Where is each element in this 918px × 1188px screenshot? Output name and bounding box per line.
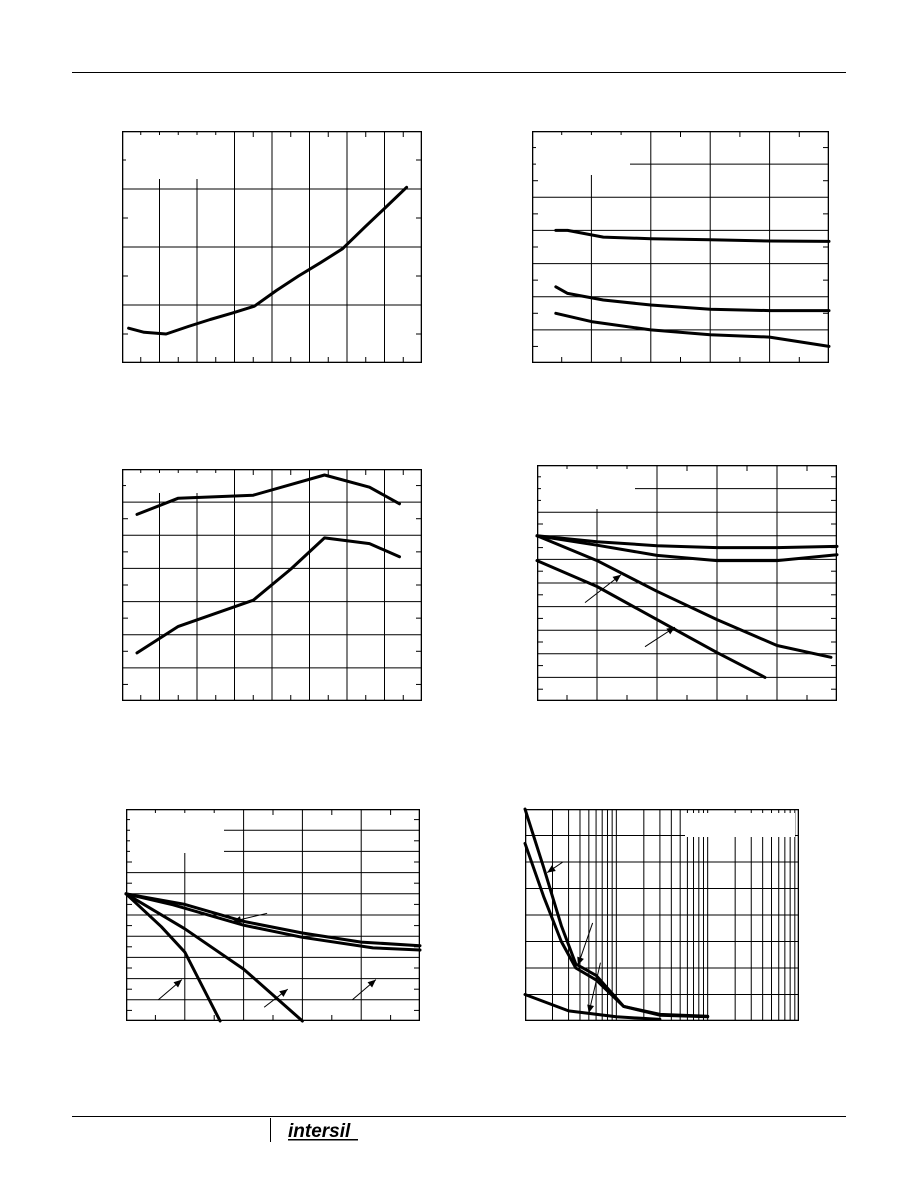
arrow-2-head	[577, 956, 584, 966]
series-4-line	[535, 559, 767, 679]
chart-5	[124, 808, 422, 1023]
chart-4	[535, 464, 839, 701]
series-1-line	[135, 473, 401, 516]
arrow-1-head	[547, 865, 556, 873]
arrow-4-head	[367, 979, 376, 988]
arrow-3	[588, 962, 601, 1014]
chart-6	[523, 807, 800, 1021]
series-3-line	[535, 534, 833, 659]
legend-box	[126, 473, 220, 493]
arrow-2-head	[666, 627, 675, 635]
top-rule	[72, 72, 846, 73]
legend-box	[541, 469, 635, 509]
legend-box	[536, 135, 630, 175]
footer-separator	[270, 1118, 271, 1142]
series-3-line	[554, 311, 831, 348]
arrow-2-head	[173, 979, 182, 988]
series-1-line	[554, 228, 831, 243]
legend-box	[130, 813, 224, 853]
arrow-1-head	[233, 916, 242, 923]
legend-box	[126, 135, 220, 179]
series-1-line	[124, 892, 422, 952]
chart-3	[121, 468, 423, 701]
chart-2	[531, 130, 831, 363]
series-2-line	[135, 536, 401, 655]
series-2-line	[554, 285, 831, 313]
series-4-line	[124, 892, 222, 1023]
legend-box	[685, 813, 795, 837]
series-2-line	[124, 892, 422, 948]
chart-1	[121, 130, 423, 363]
series-3-line	[523, 993, 662, 1021]
series-1-line	[535, 534, 839, 550]
series-3-line	[124, 892, 304, 1023]
bottom-rule	[72, 1116, 846, 1117]
series-1-line	[127, 185, 409, 336]
arrow-1-head	[612, 574, 621, 583]
series-2-line	[523, 841, 710, 1018]
arrow-3-head	[587, 1004, 595, 1014]
svg-text:intersil: intersil	[288, 1121, 351, 1142]
series-2-line	[535, 534, 839, 563]
arrow-3-head	[279, 989, 288, 997]
intersil-logo: intersil	[288, 1121, 358, 1142]
